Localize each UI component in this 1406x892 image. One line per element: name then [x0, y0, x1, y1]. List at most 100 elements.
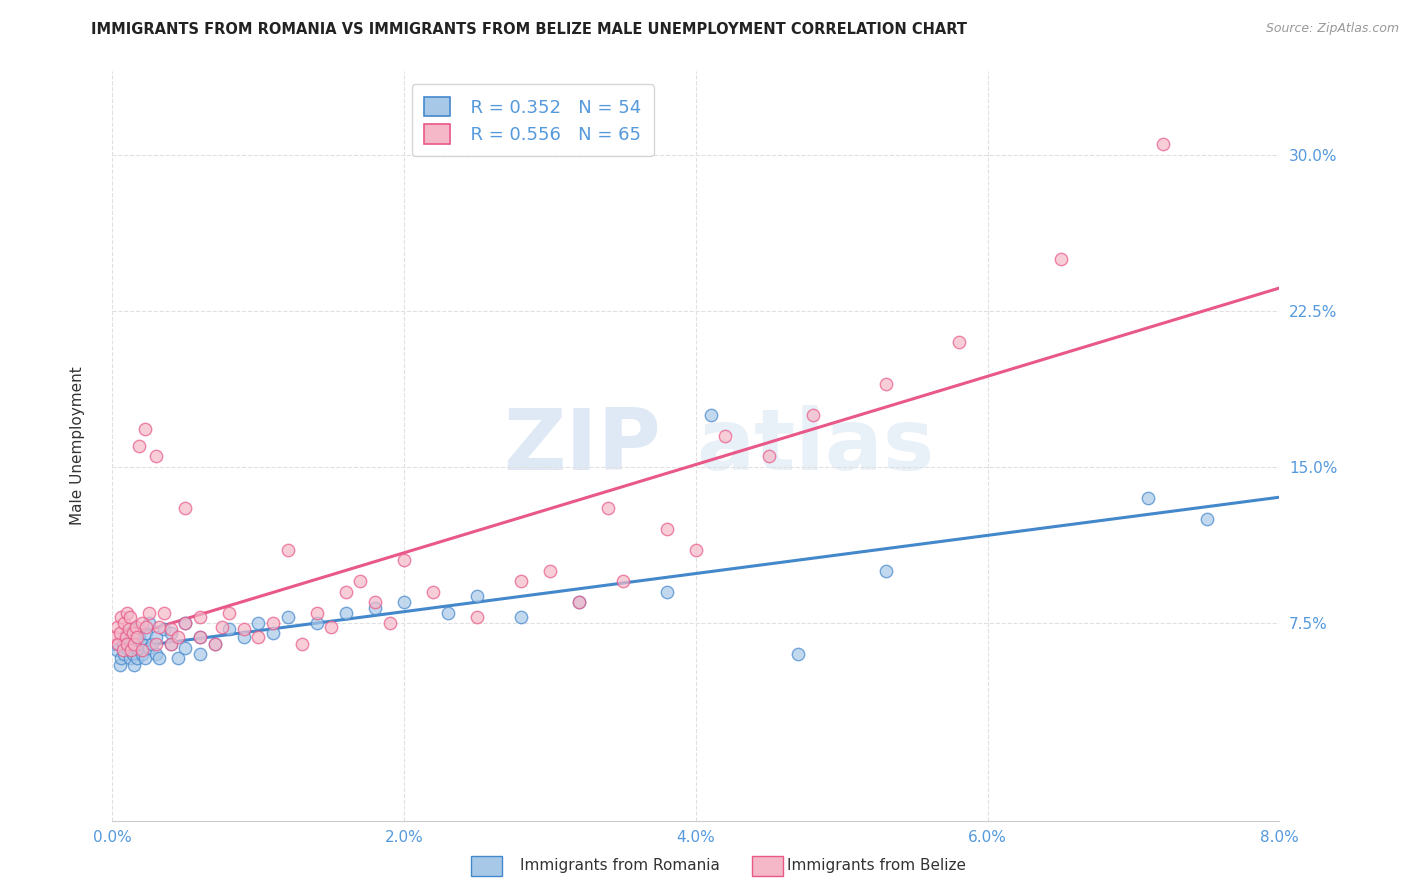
- Point: [145, 631, 167, 645]
- Point: [160, 626, 183, 640]
- Point: [111, 643, 134, 657]
- Point: [120, 643, 142, 657]
- Point: [128, 439, 150, 453]
- Point: [262, 626, 284, 640]
- Text: ZIP: ZIP: [503, 404, 661, 488]
- Point: [655, 584, 678, 599]
- Point: [145, 450, 167, 464]
- Point: [115, 637, 138, 651]
- Point: [135, 626, 157, 640]
- Point: [218, 606, 240, 620]
- Point: [112, 615, 135, 630]
- Point: [138, 640, 160, 655]
- Point: [105, 643, 128, 657]
- Point: [108, 626, 131, 640]
- Point: [134, 422, 156, 436]
- Point: [124, 657, 146, 672]
- Point: [128, 631, 150, 645]
- Point: [1195, 512, 1218, 526]
- Point: [107, 637, 129, 651]
- Point: [305, 615, 328, 630]
- Point: [787, 647, 810, 661]
- Point: [105, 620, 128, 634]
- Point: [174, 615, 197, 630]
- Point: [131, 637, 153, 651]
- Point: [148, 651, 170, 665]
- Point: [152, 622, 174, 636]
- Point: [115, 640, 138, 655]
- Point: [131, 647, 153, 661]
- Point: [160, 622, 183, 636]
- Point: [364, 601, 387, 615]
- Point: [232, 631, 254, 645]
- Text: IMMIGRANTS FROM ROMANIA VS IMMIGRANTS FROM BELIZE MALE UNEMPLOYMENT CORRELATION : IMMIGRANTS FROM ROMANIA VS IMMIGRANTS FR…: [91, 22, 967, 37]
- Point: [568, 595, 591, 609]
- Point: [124, 622, 146, 636]
- Point: [262, 615, 284, 630]
- Text: atlas: atlas: [696, 404, 934, 488]
- Point: [699, 408, 721, 422]
- Point: [127, 631, 149, 645]
- Point: [145, 647, 167, 661]
- Point: [138, 615, 160, 630]
- Point: [422, 584, 444, 599]
- Point: [276, 609, 298, 624]
- Point: [875, 376, 897, 391]
- Point: [167, 631, 190, 645]
- Point: [104, 631, 127, 645]
- Point: [305, 606, 328, 620]
- Point: [131, 615, 153, 630]
- Point: [125, 620, 148, 634]
- Point: [174, 640, 197, 655]
- Point: [875, 564, 897, 578]
- Point: [685, 543, 707, 558]
- Point: [188, 609, 211, 624]
- Point: [437, 606, 460, 620]
- Point: [232, 622, 254, 636]
- Point: [115, 606, 138, 620]
- Point: [160, 637, 183, 651]
- Point: [801, 408, 824, 422]
- Point: [247, 631, 270, 645]
- Point: [335, 606, 357, 620]
- Point: [364, 595, 387, 609]
- Text: Male Unemployment: Male Unemployment: [70, 367, 84, 525]
- Point: [758, 450, 780, 464]
- Point: [655, 522, 678, 536]
- Point: [108, 657, 131, 672]
- Point: [211, 620, 233, 634]
- Point: [110, 651, 132, 665]
- Point: [125, 640, 148, 655]
- Point: [188, 631, 211, 645]
- Point: [114, 631, 136, 645]
- Text: Source: ZipAtlas.com: Source: ZipAtlas.com: [1265, 22, 1399, 36]
- Point: [465, 609, 488, 624]
- Text: Immigrants from Romania: Immigrants from Romania: [520, 858, 720, 872]
- Point: [124, 637, 146, 651]
- Point: [291, 637, 314, 651]
- Point: [118, 609, 141, 624]
- Point: [394, 595, 416, 609]
- Point: [135, 620, 157, 634]
- Point: [111, 637, 134, 651]
- Point: [141, 637, 163, 651]
- Point: [114, 631, 136, 645]
- Legend:   R = 0.352   N = 54,   R = 0.556   N = 65: R = 0.352 N = 54, R = 0.556 N = 65: [412, 84, 654, 156]
- Point: [160, 637, 183, 651]
- Point: [568, 595, 591, 609]
- Point: [118, 651, 141, 665]
- Point: [509, 609, 531, 624]
- Point: [612, 574, 634, 589]
- Point: [538, 564, 561, 578]
- Point: [188, 631, 211, 645]
- Point: [115, 626, 138, 640]
- Point: [127, 651, 149, 665]
- Point: [218, 622, 240, 636]
- Point: [110, 609, 132, 624]
- Point: [188, 647, 211, 661]
- Point: [131, 643, 153, 657]
- Point: [204, 637, 226, 651]
- Point: [138, 606, 160, 620]
- Point: [378, 615, 401, 630]
- Point: [1137, 491, 1160, 505]
